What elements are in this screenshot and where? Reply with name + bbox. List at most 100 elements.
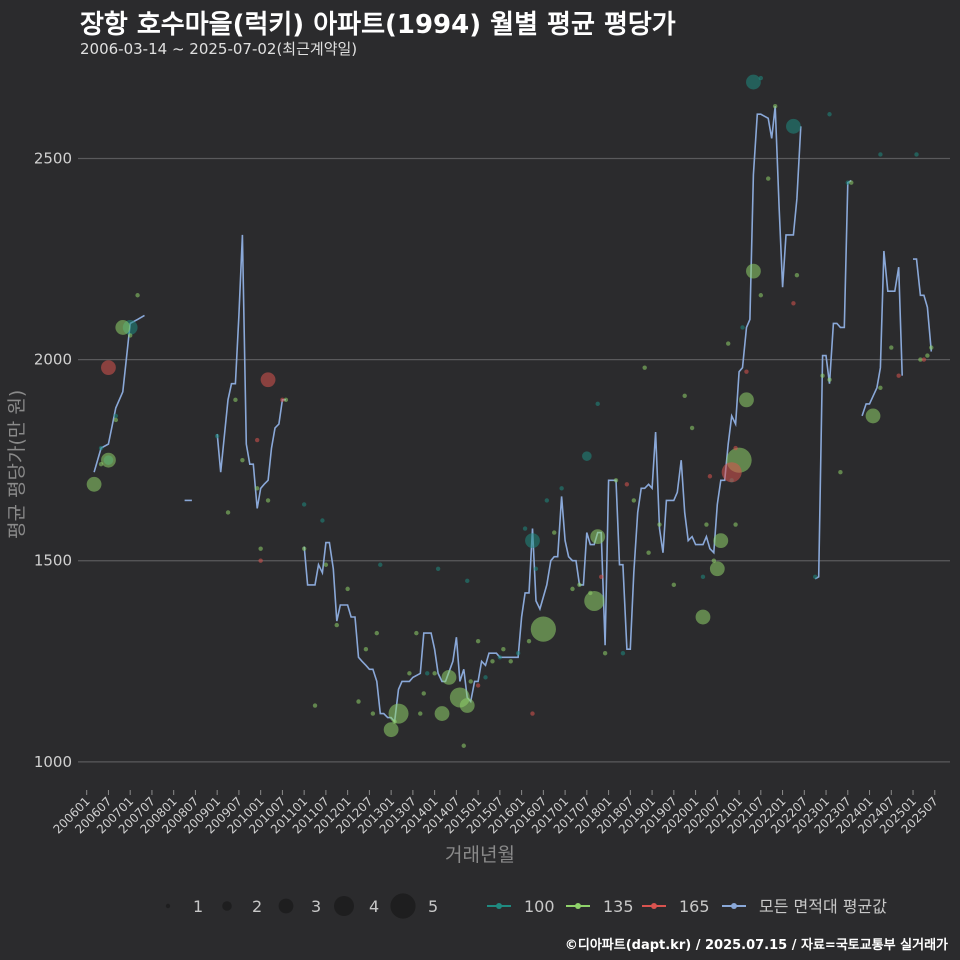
data-point-s165 — [475, 683, 481, 688]
data-point-s100 — [214, 433, 220, 439]
data-point-s100 — [746, 74, 761, 90]
data-point-s135 — [86, 476, 102, 492]
y-tick-labels: 1000 1500 2000 2500 — [34, 149, 72, 770]
y-tick-label: 1000 — [34, 753, 72, 771]
data-point-s165 — [707, 474, 713, 479]
size-legend-label: 5 — [428, 897, 438, 916]
data-point-s165 — [624, 482, 630, 487]
y-axis-label: 평균 평당가(만 원) — [6, 389, 28, 539]
data-point-s165 — [791, 301, 796, 306]
data-point-s135 — [101, 452, 116, 468]
color-legend-dot — [496, 903, 502, 909]
data-point-s135 — [374, 630, 379, 636]
data-point-s165 — [896, 373, 901, 378]
data-point-s100 — [533, 566, 539, 571]
data-point-s135 — [258, 546, 263, 551]
data-point-s135 — [584, 590, 605, 611]
data-point-s135 — [878, 385, 883, 390]
data-point-s100 — [435, 566, 441, 571]
data-point-s100 — [525, 533, 540, 549]
data-point-s135 — [301, 546, 307, 551]
data-point-s135 — [370, 711, 376, 716]
x-tick-labels: 2006012006072007012007072008012008072009… — [51, 790, 941, 837]
source-footer: ©디아파트(dapt.kr) / 2025.07.15 / 자료=국토교통부 실… — [564, 938, 948, 953]
data-point-s100 — [620, 651, 626, 656]
data-point-s135 — [570, 586, 575, 592]
data-point-s100 — [740, 325, 745, 330]
data-point-s135 — [929, 345, 934, 350]
grid-lines — [78, 157, 950, 763]
data-point-s135 — [468, 679, 473, 684]
data-point-s135 — [490, 659, 495, 664]
size-legend-label: 3 — [311, 897, 321, 916]
average-line-segment — [913, 258, 933, 352]
data-point-s135 — [613, 478, 619, 483]
data-point-s135 — [233, 397, 238, 403]
data-point-s135 — [135, 293, 140, 298]
data-point-s135 — [127, 333, 133, 338]
data-point-s135 — [254, 486, 260, 491]
data-point-s135 — [590, 529, 606, 544]
data-point-s135 — [695, 609, 711, 625]
data-point-s135 — [434, 706, 450, 721]
data-point-s100 — [878, 152, 883, 157]
data-point-s100 — [497, 655, 503, 660]
data-point-s135 — [709, 561, 725, 577]
data-point-s135 — [671, 582, 677, 588]
data-point-s135 — [794, 272, 800, 278]
data-point-s100 — [301, 502, 307, 507]
data-point-s165 — [733, 445, 738, 451]
data-point-s135 — [461, 743, 466, 748]
data-point-s165 — [258, 558, 263, 563]
data-point-s100 — [465, 578, 470, 584]
data-point-s165 — [721, 462, 742, 483]
average-line-segment — [303, 106, 802, 724]
data-point-s135 — [849, 180, 854, 185]
data-point-s135 — [682, 393, 687, 399]
average-line-segment — [216, 234, 286, 509]
data-point-s135 — [283, 397, 289, 403]
data-point-s165 — [254, 437, 260, 443]
data-point-s135 — [772, 104, 778, 109]
data-point-s100 — [827, 112, 832, 117]
data-point-s165 — [744, 369, 749, 374]
points-group — [86, 74, 934, 748]
color-legend-label: 135 — [603, 897, 634, 916]
data-point-s100 — [595, 401, 600, 407]
data-point-s135 — [459, 698, 475, 713]
data-point-s100 — [559, 486, 564, 491]
data-point-s135 — [820, 373, 825, 378]
data-point-s100 — [786, 118, 801, 134]
data-point-s100 — [845, 180, 850, 185]
color-legend-dot — [651, 903, 657, 909]
data-point-s135 — [501, 647, 506, 652]
data-point-s135 — [356, 699, 361, 704]
data-point-s100 — [700, 574, 706, 580]
data-point-s100 — [425, 671, 430, 676]
data-point-s135 — [865, 408, 881, 424]
data-point-s100 — [812, 574, 818, 580]
data-point-s135 — [312, 703, 318, 708]
data-point-s100 — [914, 152, 919, 157]
data-point-s135 — [530, 616, 556, 642]
data-point-s135 — [889, 345, 894, 350]
average-line-group — [93, 106, 933, 724]
data-point-s165 — [101, 360, 116, 376]
data-point-s135 — [418, 711, 423, 716]
data-point-s135 — [113, 417, 119, 423]
data-point-s100 — [98, 445, 104, 451]
data-point-s135 — [918, 357, 923, 362]
data-point-s135 — [766, 176, 771, 181]
data-point-s135 — [758, 293, 764, 298]
data-point-s135 — [704, 522, 709, 527]
size-legend-dot — [222, 901, 232, 911]
size-legend-dot — [390, 893, 416, 919]
color-legend-label: 100 — [524, 897, 555, 916]
data-point-s135 — [383, 722, 399, 738]
data-point-s135 — [642, 365, 647, 370]
color-legend-label: 165 — [679, 897, 710, 916]
y-tick-label: 1500 — [34, 552, 72, 570]
average-line-segment — [861, 250, 903, 417]
data-point-s135 — [713, 533, 729, 549]
